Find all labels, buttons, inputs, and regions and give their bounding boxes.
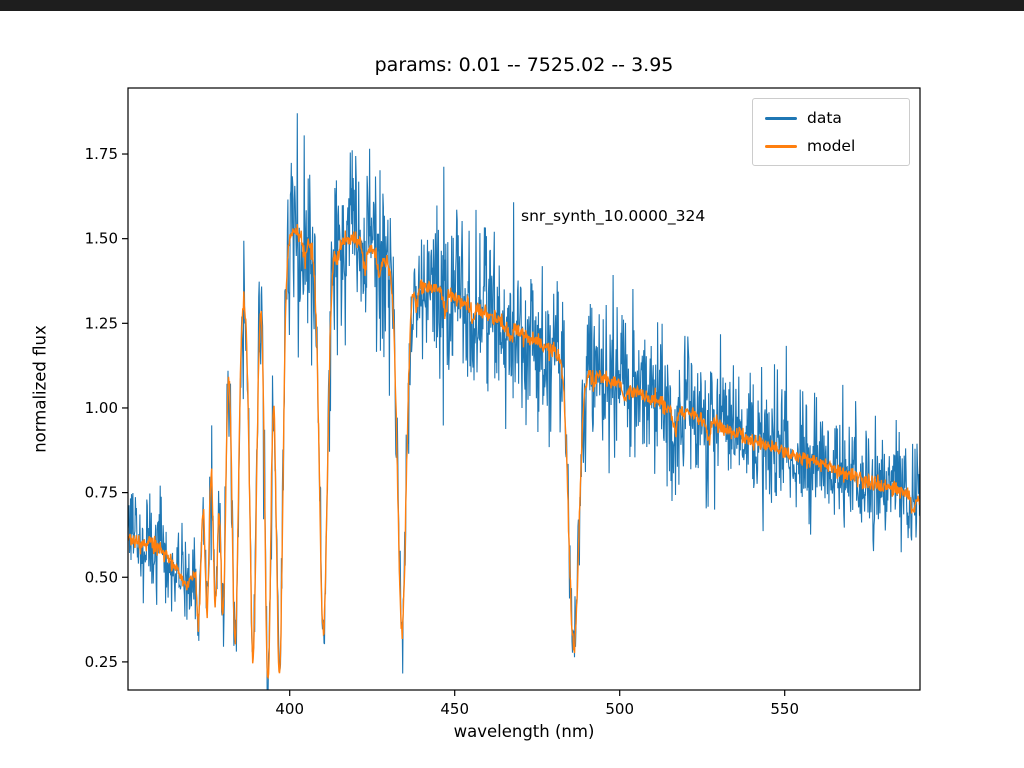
- x-tick-label: 450: [440, 700, 469, 718]
- y-tick-label: 1.75: [85, 145, 118, 163]
- x-tick-label: 400: [275, 700, 304, 718]
- legend-label-model: model: [807, 137, 856, 155]
- legend-label-data: data: [807, 109, 842, 127]
- y-axis-label: normalized flux: [30, 325, 50, 453]
- legend-entry-model: model: [765, 137, 897, 155]
- x-axis-label: wavelength (nm): [453, 722, 595, 741]
- axes-border: [127, 87, 921, 691]
- legend: data model: [752, 98, 910, 166]
- y-tick-label: 1.50: [85, 230, 118, 248]
- chart-title: params: 0.01 -- 7525.02 -- 3.95: [374, 54, 674, 76]
- model-series-swatch: [765, 144, 797, 148]
- annotation-label: snr_synth_10.0000_324: [521, 207, 706, 225]
- y-tick-label: 1.25: [85, 314, 118, 332]
- y-tick-label: 0.50: [85, 568, 118, 586]
- legend-entry-data: data: [765, 109, 897, 127]
- y-tick-label: 0.25: [85, 653, 118, 671]
- model-series-line: [128, 224, 920, 680]
- window-top-bar: [0, 0, 1024, 11]
- x-tick-label: 550: [770, 700, 799, 718]
- data-series-swatch: [765, 116, 797, 120]
- y-tick-label: 1.00: [85, 399, 118, 417]
- data-series-line: [128, 113, 920, 690]
- y-tick-label: 0.75: [85, 484, 118, 502]
- x-tick-label: 500: [605, 700, 634, 718]
